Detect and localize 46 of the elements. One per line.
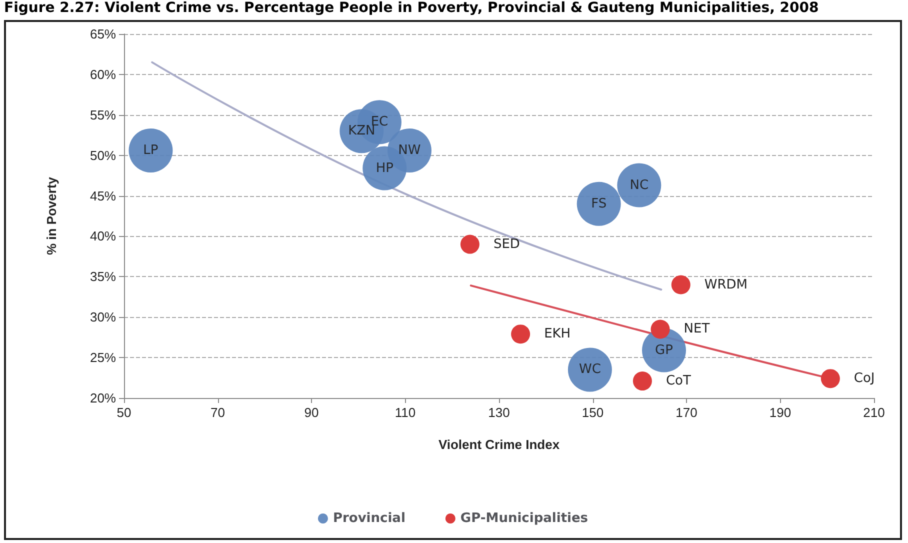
point <box>576 182 621 226</box>
x-axis-title: Violent Crime Index <box>438 437 560 452</box>
point <box>671 275 690 294</box>
annotation: HP <box>376 160 394 176</box>
y-tick-label: 25% <box>90 350 116 366</box>
x-tick-label: 110 <box>394 405 416 420</box>
x-tick-label: 90 <box>304 405 319 420</box>
x-tick-label: 130 <box>488 405 510 420</box>
y-tick-label: 35% <box>90 269 116 284</box>
point <box>511 324 530 344</box>
x-tick-label: 210 <box>863 405 885 420</box>
x-tick-label: 150 <box>582 405 604 420</box>
point <box>617 163 662 208</box>
x-tick-label: 70 <box>210 405 225 420</box>
x-tick-label: 170 <box>676 405 698 420</box>
legend-label: GP-Municipalities <box>460 511 588 526</box>
point <box>632 372 652 391</box>
annotation: NET <box>684 322 710 337</box>
annotation: WC <box>578 362 601 378</box>
x-tick-label: 50 <box>116 405 132 420</box>
annotation: LP <box>143 142 158 158</box>
y-tick-label: 65% <box>90 26 116 42</box>
annotation: CoJ <box>854 371 875 386</box>
annotation: WRDM <box>704 277 748 292</box>
y-tick-label: 40% <box>90 228 116 244</box>
y-axis-title: % in Poverty <box>44 176 59 256</box>
y-tick-label: 45% <box>90 188 116 204</box>
y-tick-label: 30% <box>90 310 116 325</box>
y-tick-label: 55% <box>90 107 116 122</box>
x-tick-label: 190 <box>769 405 792 420</box>
annotation: NC <box>630 178 649 193</box>
y-tick-label: 60% <box>90 66 116 82</box>
point <box>820 369 840 388</box>
point <box>460 234 480 254</box>
y-tick-label: 50% <box>90 148 116 163</box>
y-tick-label: 20% <box>90 390 116 406</box>
annotation: FS <box>591 196 607 212</box>
annotation: CoT <box>666 374 691 389</box>
annotation: GP <box>655 342 674 358</box>
legend-label: Provincial <box>332 511 406 526</box>
chart-title: Figure 2.27: Violent Crime vs. Percentage People in Poverty, Provincial & Gauteng Municipalities, 2008 <box>4 0 819 16</box>
annotation: EKH <box>544 326 571 342</box>
annotation: SED <box>493 236 520 252</box>
point <box>650 320 670 339</box>
point <box>128 128 173 172</box>
annotation: NW <box>398 142 421 158</box>
